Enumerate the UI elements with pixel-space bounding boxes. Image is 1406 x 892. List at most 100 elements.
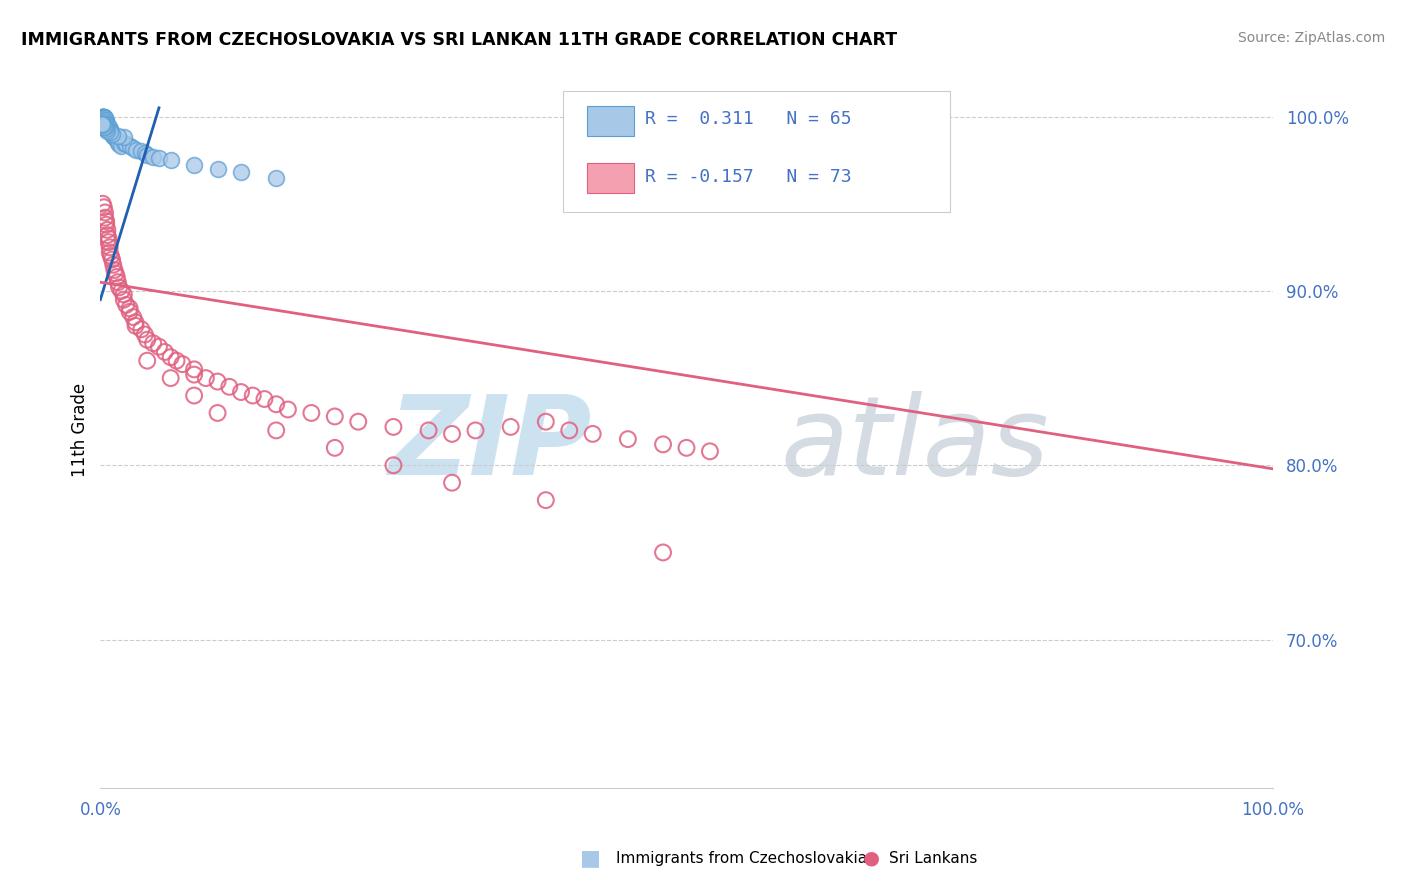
Point	[122, 310, 145, 324]
Point	[94, 117, 117, 131]
Text: R = -0.157   N = 73: R = -0.157 N = 73	[645, 168, 852, 186]
Point	[124, 315, 146, 329]
Point	[323, 409, 346, 424]
Point	[101, 127, 124, 141]
Point	[94, 115, 117, 129]
Point	[107, 275, 129, 289]
Point	[148, 152, 170, 166]
Point	[112, 287, 135, 301]
Point	[96, 218, 118, 232]
Point	[93, 110, 115, 124]
Point	[91, 118, 114, 132]
Point	[103, 263, 125, 277]
Point	[534, 493, 557, 508]
Point	[93, 117, 115, 131]
Point	[98, 121, 121, 136]
Point	[98, 240, 121, 254]
Point	[118, 301, 141, 316]
Point	[112, 130, 135, 145]
Point	[558, 424, 581, 438]
Point	[100, 249, 122, 263]
Point	[107, 128, 129, 143]
Point	[652, 545, 675, 559]
Point	[652, 437, 675, 451]
Point	[124, 143, 146, 157]
Point	[94, 120, 117, 134]
Text: R =  0.311   N = 65: R = 0.311 N = 65	[645, 111, 852, 128]
Point	[104, 132, 127, 146]
Point	[94, 211, 117, 225]
Point	[499, 420, 522, 434]
Point	[90, 110, 112, 124]
Point	[264, 424, 287, 438]
Point	[207, 375, 229, 389]
Point	[112, 293, 135, 307]
Point	[142, 336, 165, 351]
Point	[207, 406, 229, 420]
Point	[347, 415, 370, 429]
Point	[418, 424, 440, 438]
Point	[93, 113, 115, 128]
Point	[94, 118, 117, 132]
Point	[98, 123, 121, 137]
Point	[118, 139, 141, 153]
Point	[183, 388, 205, 402]
Point	[242, 388, 264, 402]
Point	[96, 223, 118, 237]
Point	[94, 112, 117, 126]
Text: Immigrants from Czechoslovakia: Immigrants from Czechoslovakia	[616, 851, 868, 865]
Point	[159, 350, 181, 364]
Point	[97, 232, 120, 246]
Point	[136, 353, 159, 368]
Point	[183, 368, 205, 382]
Point	[159, 153, 181, 168]
Text: ■: ■	[581, 848, 600, 868]
Point	[134, 327, 156, 342]
Point	[582, 426, 605, 441]
Point	[264, 397, 287, 411]
Point	[96, 113, 118, 128]
Point	[91, 110, 114, 124]
Point	[153, 345, 176, 359]
Point	[96, 120, 118, 134]
Point	[96, 214, 118, 228]
Point	[96, 118, 118, 132]
Point	[110, 284, 132, 298]
Point	[94, 113, 117, 128]
Point	[382, 458, 405, 473]
Point	[323, 441, 346, 455]
Point	[148, 340, 170, 354]
Point	[90, 117, 112, 131]
Point	[93, 112, 115, 126]
Point	[118, 305, 141, 319]
Point	[98, 125, 121, 139]
Point	[93, 200, 115, 214]
Point	[617, 432, 640, 446]
Point	[229, 385, 252, 400]
Point	[93, 120, 115, 134]
Point	[97, 121, 120, 136]
Text: atlas: atlas	[780, 392, 1049, 499]
Point	[299, 406, 322, 420]
Point	[91, 110, 114, 124]
Point	[264, 170, 287, 185]
Point	[122, 141, 145, 155]
Point	[159, 371, 181, 385]
Point	[96, 118, 118, 132]
Point	[229, 165, 252, 179]
Point	[90, 110, 112, 124]
Point	[699, 444, 721, 458]
Point	[166, 353, 188, 368]
Point	[131, 145, 153, 159]
Point	[100, 125, 122, 139]
Point	[101, 127, 124, 141]
Point	[464, 424, 486, 438]
Point	[183, 362, 205, 376]
Point	[183, 158, 205, 172]
Point	[112, 136, 135, 150]
Point	[103, 128, 125, 143]
Point	[218, 380, 240, 394]
Point	[142, 150, 165, 164]
Point	[441, 426, 464, 441]
Point	[91, 196, 114, 211]
